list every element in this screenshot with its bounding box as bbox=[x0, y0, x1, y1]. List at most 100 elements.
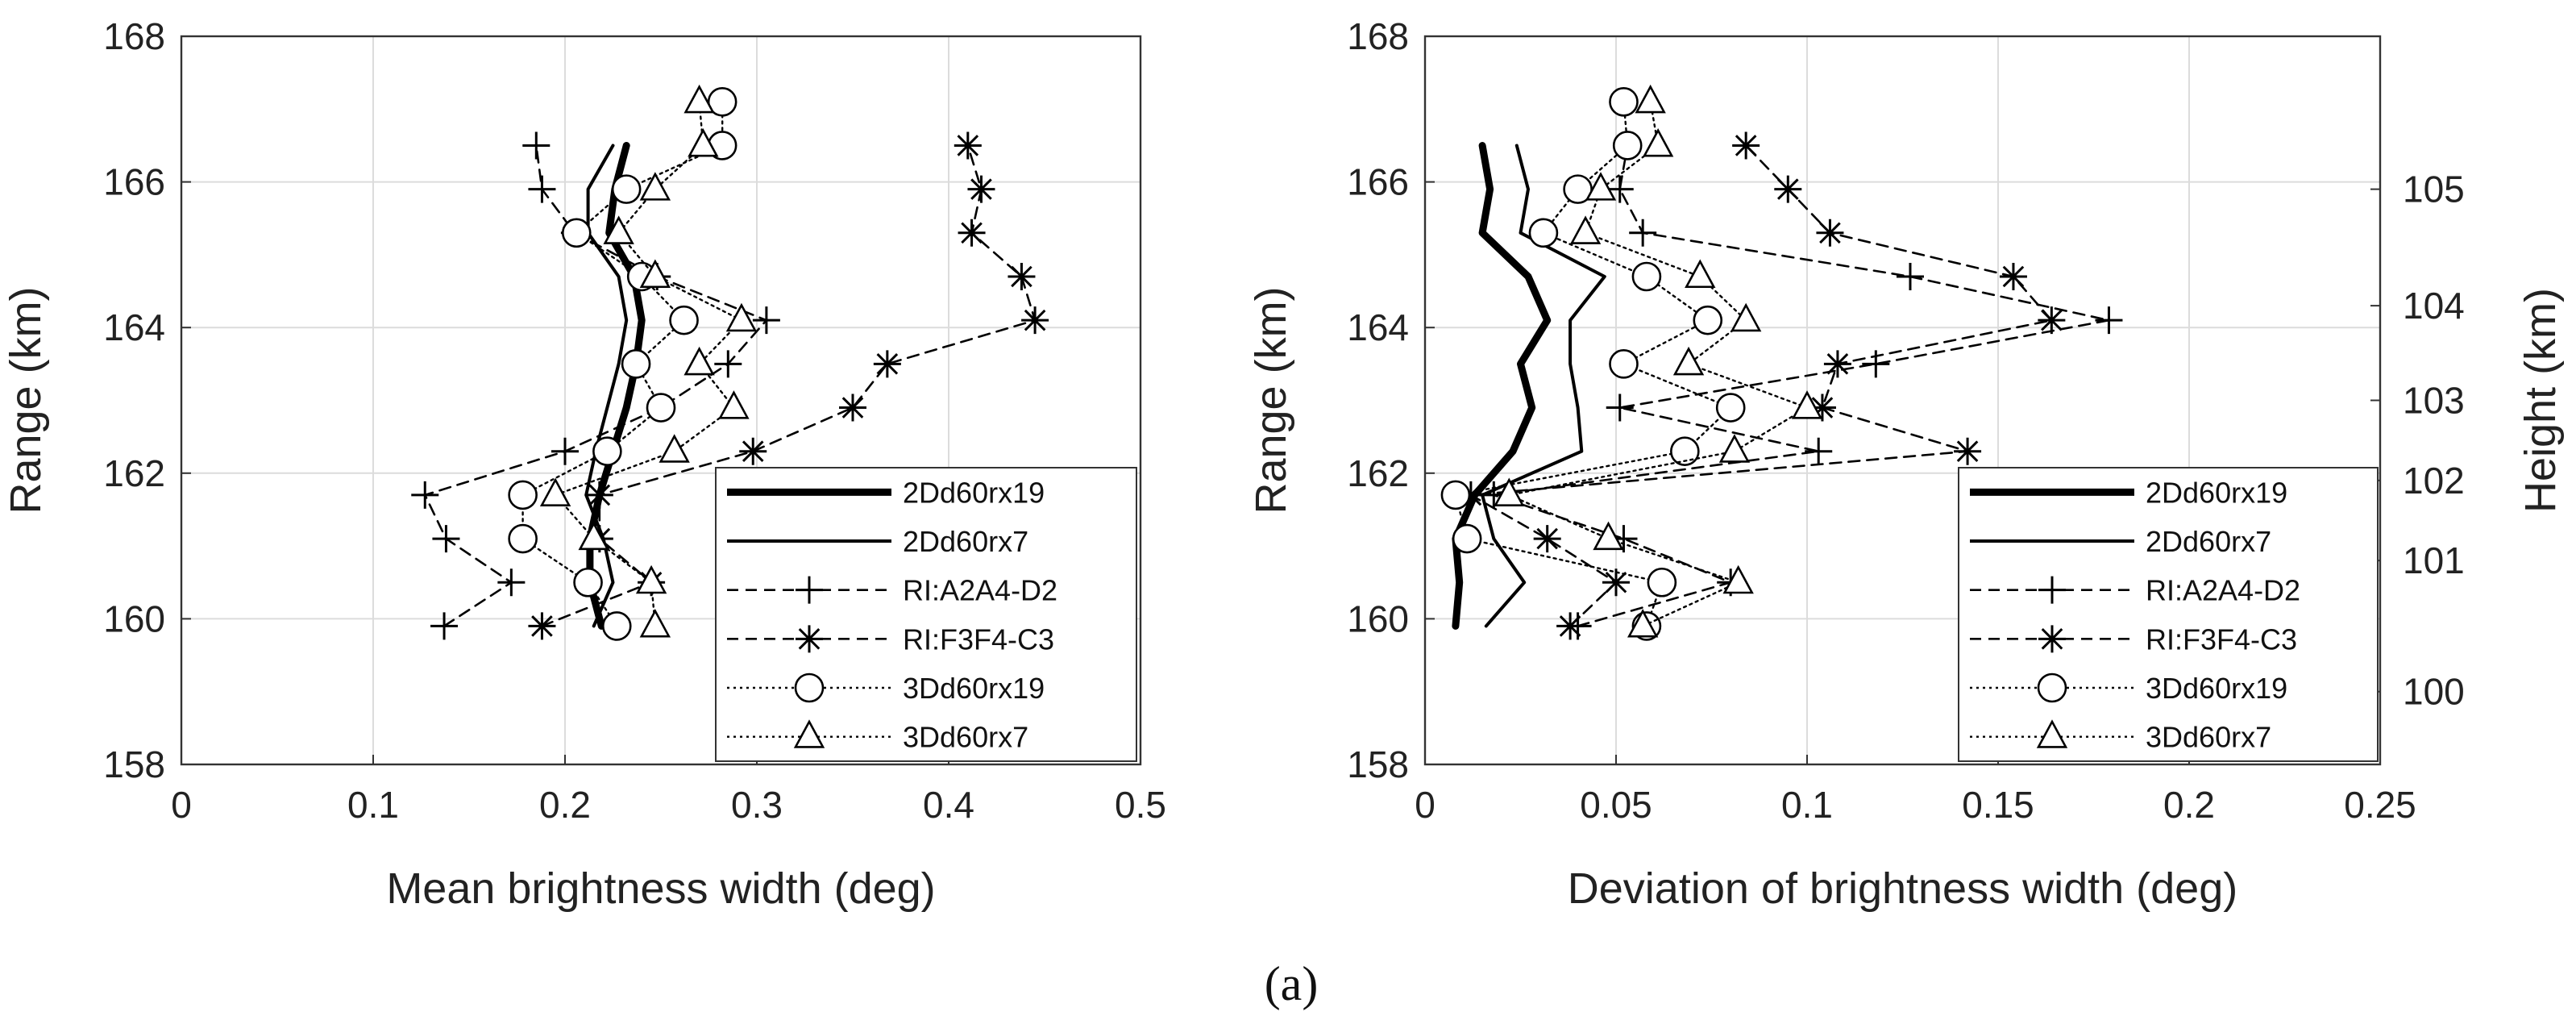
series-line bbox=[1469, 144, 2053, 627]
x-tick-label: 0.1 bbox=[347, 784, 399, 826]
data-point-marker bbox=[2038, 306, 2066, 335]
series-RI:F3F4-C3 bbox=[1456, 131, 2066, 640]
legend-entry-label: 3Dd60rx7 bbox=[903, 721, 1028, 754]
data-point-marker bbox=[1823, 350, 1851, 378]
data-point-marker bbox=[1556, 612, 1585, 640]
axes-box bbox=[180, 35, 1142, 766]
y-tick-label: 164 bbox=[1347, 306, 1409, 348]
data-point-marker bbox=[1715, 393, 1746, 423]
data-point-marker bbox=[1585, 172, 1617, 201]
x-tick-label: 0.25 bbox=[2344, 784, 2416, 826]
legend-box bbox=[1958, 467, 2379, 762]
data-point-marker bbox=[1609, 349, 1639, 379]
legend-entry-label: 3Dd60rx7 bbox=[2146, 721, 2271, 754]
y-tick-label: 160 bbox=[103, 598, 165, 639]
data-point-marker bbox=[592, 436, 622, 467]
data-point-marker bbox=[1672, 346, 1705, 376]
data-point-marker bbox=[659, 434, 690, 463]
legend-marker-sample bbox=[2038, 625, 2066, 653]
data-point-marker bbox=[561, 218, 592, 248]
data-point-marker bbox=[1494, 477, 1525, 506]
data-point-marker bbox=[967, 175, 995, 203]
data-point-marker bbox=[1627, 608, 1659, 638]
legend-entry-label: RI:A2A4-D2 bbox=[903, 574, 1057, 607]
data-point-marker bbox=[839, 393, 866, 422]
data-point-marker bbox=[430, 612, 459, 640]
data-point-marker bbox=[725, 302, 758, 332]
data-point-marker bbox=[1528, 218, 1559, 248]
legend-entry-label: 2Dd60rx19 bbox=[2146, 476, 2287, 509]
y2-tick-label: 104 bbox=[2403, 285, 2465, 327]
data-point-marker bbox=[432, 525, 460, 553]
right-panel: 0 0.05 0.1 0.15 0.2 0.25 158 160 162 164 166 168 100… bbox=[1247, 15, 2565, 913]
data-point-marker bbox=[1730, 302, 1762, 332]
x-tick-label: 0.2 bbox=[2163, 784, 2215, 826]
data-point-marker bbox=[1954, 437, 1982, 465]
data-point-marker bbox=[1629, 219, 1657, 247]
legend-marker-sample bbox=[796, 625, 823, 653]
data-point-marker bbox=[1569, 215, 1602, 244]
data-point-marker bbox=[528, 175, 556, 203]
y2-tick-label: 105 bbox=[2403, 169, 2465, 210]
y-axis-label: Range (km) bbox=[2, 286, 50, 514]
data-point-marker bbox=[601, 611, 632, 641]
data-point-marker bbox=[621, 349, 651, 379]
data-point-marker bbox=[1440, 480, 1471, 510]
data-point-marker bbox=[1718, 434, 1751, 463]
data-point-marker bbox=[1732, 131, 1760, 160]
data-point-marker bbox=[611, 174, 642, 204]
data-point-marker bbox=[1606, 175, 1634, 203]
legend-box bbox=[715, 467, 1137, 762]
data-point-marker bbox=[1685, 259, 1716, 289]
data-point-marker bbox=[1791, 390, 1823, 419]
data-point-marker bbox=[1774, 175, 1802, 203]
legend: 2Dd60rx19 2Dd60rx7 RI:A2A4-D2 RI:F3F4-C3 3Dd… bbox=[715, 467, 1137, 762]
y-tick-label: 160 bbox=[1347, 598, 1409, 639]
legend-marker-sample bbox=[2038, 576, 2066, 604]
y-tick-label: 166 bbox=[103, 161, 165, 203]
y-axis-label: Range (km) bbox=[1247, 286, 1295, 514]
data-point-marker bbox=[539, 477, 571, 506]
x-axis-label: Mean brightness width (deg) bbox=[386, 864, 935, 913]
data-point-marker bbox=[669, 305, 699, 335]
data-point-marker bbox=[1008, 262, 1036, 290]
data-point-marker bbox=[683, 346, 715, 376]
data-point-marker bbox=[1670, 436, 1700, 467]
data-point-marker bbox=[639, 172, 671, 201]
y2-tick-label: 103 bbox=[2403, 380, 2465, 422]
data-point-marker bbox=[639, 608, 671, 638]
data-point-marker bbox=[551, 437, 579, 465]
data-point-marker bbox=[573, 567, 603, 598]
y-tick-label: 164 bbox=[103, 306, 165, 348]
data-point-marker bbox=[635, 564, 667, 594]
data-point-marker bbox=[1602, 568, 1630, 597]
data-point-marker bbox=[508, 523, 538, 554]
legend-marker-sample bbox=[2036, 719, 2068, 748]
data-point-marker bbox=[688, 128, 719, 157]
data-point-marker bbox=[958, 219, 986, 247]
data-point-marker bbox=[2095, 306, 2123, 335]
x-tick-label: 0 bbox=[1415, 784, 1435, 826]
data-point-marker bbox=[646, 393, 676, 423]
data-point-marker bbox=[1612, 131, 1643, 160]
data-point-marker bbox=[603, 215, 634, 244]
data-point-marker bbox=[1805, 437, 1833, 465]
data-point-marker bbox=[1635, 84, 1666, 114]
x-tick-label: 0.15 bbox=[1962, 784, 2034, 826]
series-3Dd60rx19 bbox=[508, 86, 737, 641]
y-tick-label: 158 bbox=[103, 743, 165, 785]
data-point-marker bbox=[1642, 128, 1674, 157]
data-point-marker bbox=[585, 481, 613, 509]
data-point-marker bbox=[508, 480, 538, 510]
data-point-marker bbox=[1631, 261, 1662, 292]
legend-entry-label: RI:F3F4-C3 bbox=[903, 623, 1054, 656]
y-tick-label: 168 bbox=[1347, 15, 1409, 57]
figure-caption: (a) bbox=[1265, 957, 1319, 1010]
data-point-marker bbox=[954, 131, 982, 160]
legend-entry-label: 2Dd60rx19 bbox=[903, 476, 1045, 509]
data-point-marker bbox=[497, 568, 526, 597]
data-point-marker bbox=[1896, 262, 1924, 290]
y2-axis-label: Height (km) bbox=[2516, 288, 2565, 513]
data-point-marker bbox=[639, 259, 671, 289]
data-point-marker bbox=[411, 481, 439, 509]
